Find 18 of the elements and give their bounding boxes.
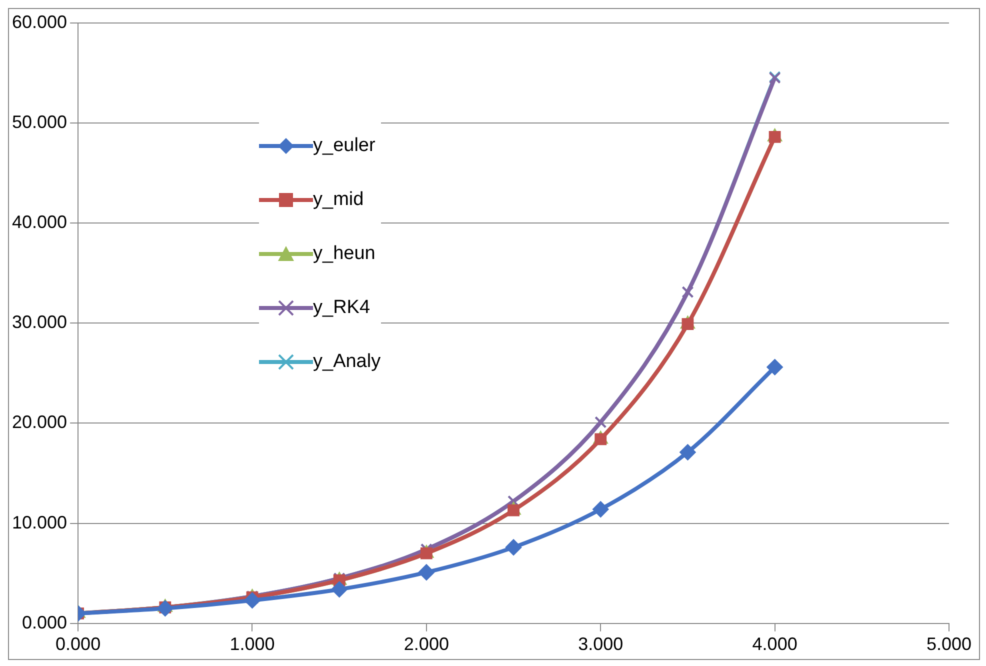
x-tick-label: 4.000: [752, 634, 798, 654]
legend-label: y_RK4: [313, 297, 370, 319]
x-tick-label: 2.000: [404, 634, 449, 654]
y-tick-label: 50.000: [12, 112, 68, 132]
y-tick-label: 40.000: [12, 212, 68, 232]
legend-label: y_heun: [313, 243, 376, 265]
x-tick-label: 3.000: [578, 634, 624, 654]
y-tick-label: 20.000: [12, 412, 68, 432]
legend-label: y_euler: [313, 135, 376, 157]
legend-label: y_mid: [313, 189, 364, 211]
x-tick-label: 1.000: [230, 634, 275, 654]
y-tick-label: 10.000: [12, 512, 68, 532]
y-tick-label: 0.000: [22, 612, 68, 632]
x-tick-label: 5.000: [926, 634, 972, 654]
y-tick-label: 60.000: [12, 12, 68, 32]
x-tick-label: 0.000: [56, 634, 101, 654]
y-tick-label: 30.000: [12, 312, 68, 332]
legend-label: y_Analy: [313, 351, 381, 373]
